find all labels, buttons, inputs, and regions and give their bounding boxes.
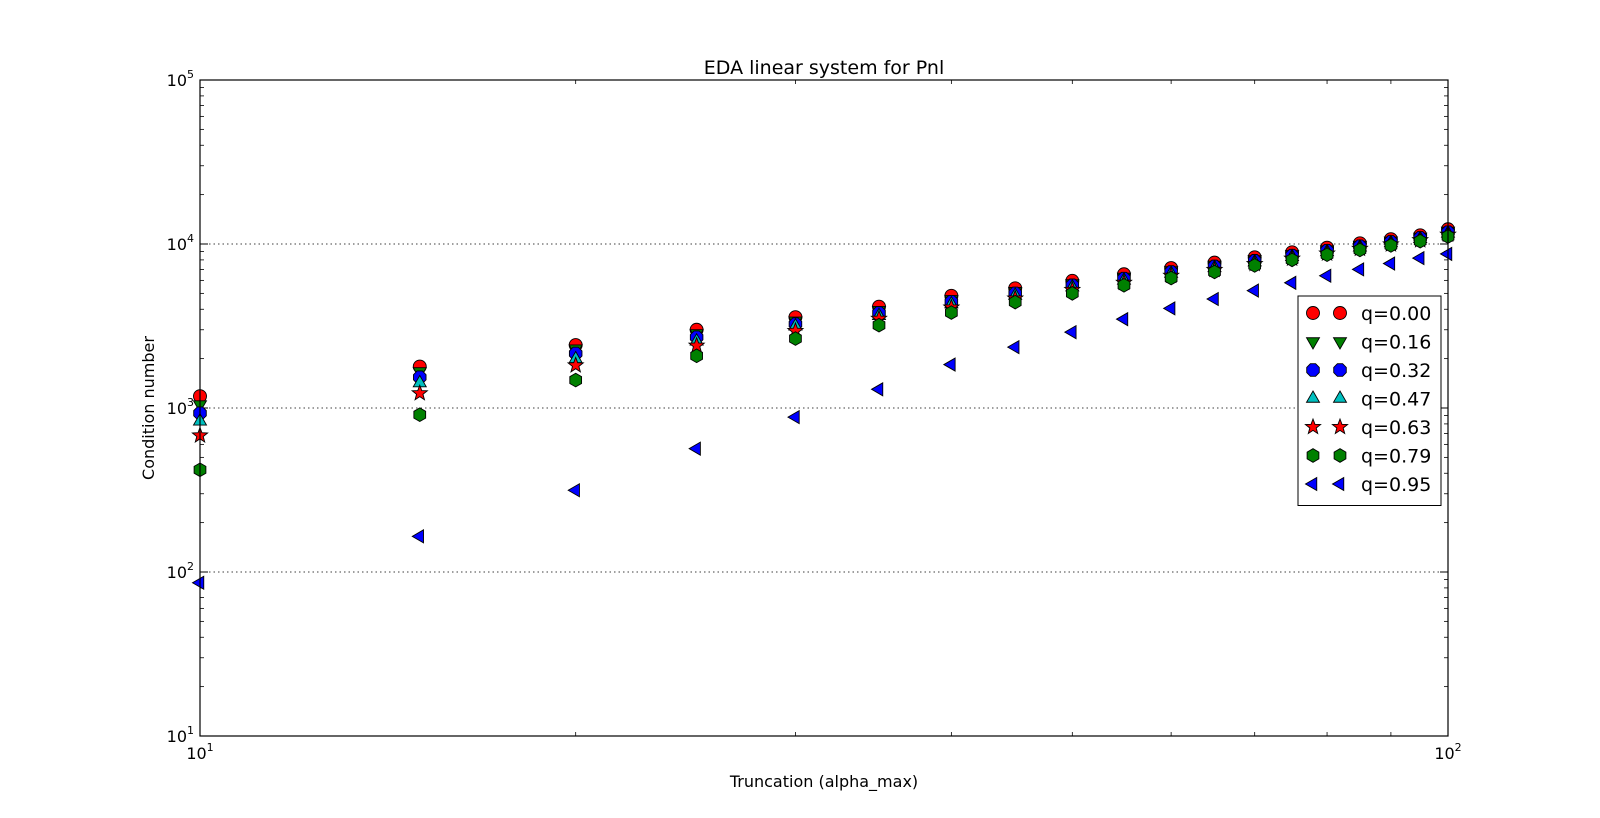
data-point xyxy=(1206,291,1219,307)
data-point xyxy=(1351,262,1365,277)
x-tick-label: 102 xyxy=(1434,741,1461,763)
data-point xyxy=(410,383,429,401)
legend-marker xyxy=(1331,476,1345,492)
data-point xyxy=(688,441,701,456)
y-tick-label: 103 xyxy=(167,396,194,418)
data-point xyxy=(1006,339,1020,355)
data-point xyxy=(1384,238,1398,253)
data-point xyxy=(1065,286,1079,301)
legend-marker xyxy=(1306,448,1320,463)
y-axis-label: Condition number xyxy=(139,336,158,480)
data-point xyxy=(787,409,800,425)
data-point xyxy=(942,357,956,372)
data-point xyxy=(1439,246,1453,262)
y-tick-label: 105 xyxy=(167,68,194,90)
data-point xyxy=(1162,301,1176,316)
data-point xyxy=(569,372,583,388)
plot-area xyxy=(200,80,1448,736)
legend-label: q=0.79 xyxy=(1361,446,1431,468)
y-tick-label: 104 xyxy=(167,232,194,254)
legend-label: q=0.16 xyxy=(1361,332,1431,354)
data-point xyxy=(567,483,580,498)
legend-marker xyxy=(1304,417,1322,435)
data-point xyxy=(1008,294,1022,310)
marker-layer xyxy=(191,222,1457,591)
data-point xyxy=(789,331,802,346)
data-point xyxy=(1285,252,1299,268)
data-point xyxy=(413,407,427,423)
series-q=0.95 xyxy=(191,246,1453,591)
data-point xyxy=(1248,258,1262,273)
legend-marker xyxy=(1306,306,1320,320)
legend-label: q=0.32 xyxy=(1361,360,1431,382)
y-tick-label: 102 xyxy=(167,560,194,582)
legend-marker xyxy=(1306,363,1320,377)
legend-marker xyxy=(1333,306,1347,320)
legend-marker xyxy=(1332,337,1348,350)
data-point xyxy=(1063,324,1077,340)
legend-marker xyxy=(1333,448,1347,463)
data-point xyxy=(690,348,703,364)
data-point xyxy=(1320,247,1334,263)
data-point xyxy=(1353,242,1367,258)
chart-title: EDA linear system for Pnl xyxy=(704,57,944,79)
legend-marker xyxy=(1331,417,1349,435)
data-point xyxy=(1115,311,1129,327)
data-point xyxy=(1208,264,1221,280)
data-point xyxy=(566,356,585,373)
data-point xyxy=(945,305,958,320)
legend-label: q=0.00 xyxy=(1361,303,1431,325)
x-axis-label: Truncation (alpha_max) xyxy=(729,772,918,792)
data-point xyxy=(191,575,205,591)
data-point xyxy=(1413,233,1427,249)
legend-marker xyxy=(1305,337,1321,350)
legend-label: q=0.63 xyxy=(1361,417,1431,439)
data-point xyxy=(1382,256,1396,271)
legend-marker xyxy=(1304,476,1318,492)
legend-label: q=0.47 xyxy=(1361,389,1431,411)
grid-layer xyxy=(200,243,1448,573)
data-point xyxy=(1411,250,1425,266)
legend-marker xyxy=(1332,390,1348,403)
legend-marker xyxy=(1305,390,1321,403)
data-point xyxy=(870,382,884,397)
data-point xyxy=(1318,268,1332,284)
data-point xyxy=(1117,277,1131,293)
legend: q=0.00 q=0.16 q=0.32 q=0.47 q=0.63 q=0.79 q=0.… xyxy=(1297,295,1442,506)
y-tick-label: 101 xyxy=(167,724,194,746)
plot-frame xyxy=(199,79,1449,737)
data-point xyxy=(1283,275,1297,291)
data-point xyxy=(1164,270,1178,286)
x-tick-label: 101 xyxy=(186,741,213,763)
data-point xyxy=(872,317,886,333)
legend-marker xyxy=(1333,363,1347,377)
data-point xyxy=(411,529,424,544)
legend-label: q=0.95 xyxy=(1361,474,1431,496)
legend-frame xyxy=(1297,295,1442,506)
data-point xyxy=(1246,283,1259,298)
